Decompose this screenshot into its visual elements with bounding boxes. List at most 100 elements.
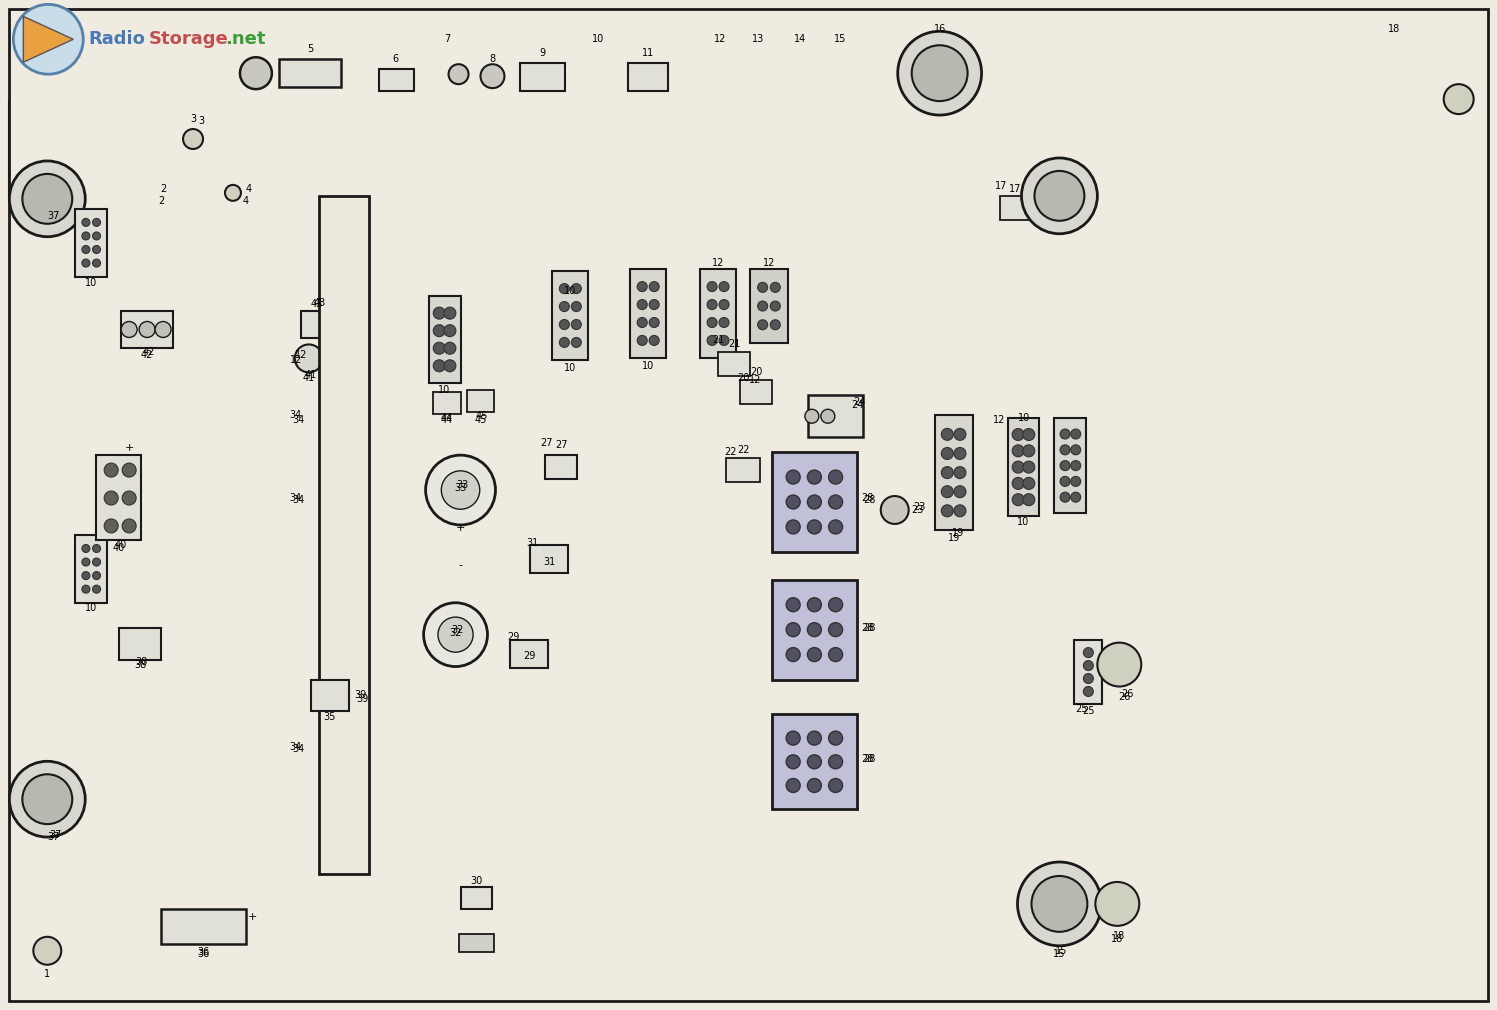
Text: 2: 2: [160, 184, 166, 194]
Circle shape: [1018, 862, 1102, 945]
Circle shape: [771, 283, 780, 292]
Circle shape: [295, 344, 323, 373]
Text: 2: 2: [159, 196, 165, 206]
Bar: [467, 390, 494, 412]
Circle shape: [560, 319, 569, 329]
Text: 26: 26: [1121, 690, 1133, 700]
Circle shape: [807, 731, 822, 745]
Bar: [521, 64, 566, 91]
Circle shape: [560, 302, 569, 311]
Text: 25: 25: [1075, 704, 1088, 714]
Bar: [552, 271, 588, 361]
Circle shape: [1012, 428, 1024, 440]
Text: 23: 23: [913, 502, 925, 512]
Circle shape: [942, 447, 954, 460]
Text: 11: 11: [642, 48, 654, 59]
Text: .net: .net: [225, 30, 265, 48]
Text: 22: 22: [723, 447, 737, 458]
Bar: [458, 934, 494, 951]
Text: 19: 19: [952, 528, 964, 538]
Circle shape: [1084, 661, 1093, 671]
Text: 12: 12: [763, 258, 775, 268]
Circle shape: [650, 300, 659, 309]
Bar: [379, 70, 413, 91]
Circle shape: [829, 520, 843, 534]
Text: 39: 39: [355, 691, 367, 701]
Circle shape: [707, 300, 717, 309]
Text: 37: 37: [46, 211, 60, 221]
Bar: [433, 392, 461, 414]
Text: 10: 10: [593, 34, 605, 44]
Text: 39: 39: [356, 695, 368, 704]
Circle shape: [638, 300, 647, 309]
Text: 5: 5: [307, 44, 313, 55]
Circle shape: [786, 520, 801, 534]
Text: 12: 12: [289, 356, 302, 366]
Circle shape: [942, 505, 954, 517]
Text: 24: 24: [852, 400, 864, 410]
Text: 32: 32: [452, 624, 464, 634]
Circle shape: [786, 470, 801, 484]
Circle shape: [433, 342, 445, 355]
Bar: [545, 456, 578, 479]
Circle shape: [807, 470, 822, 484]
Circle shape: [707, 282, 717, 292]
Circle shape: [805, 409, 819, 423]
Text: 21: 21: [728, 339, 740, 349]
Text: 20: 20: [750, 368, 762, 378]
Circle shape: [1070, 461, 1081, 471]
Circle shape: [123, 464, 136, 477]
Text: 10: 10: [564, 364, 576, 374]
Text: 18: 18: [1388, 24, 1400, 34]
Circle shape: [912, 45, 967, 101]
Text: 43: 43: [314, 298, 326, 308]
Circle shape: [638, 282, 647, 292]
Circle shape: [1022, 494, 1034, 506]
Text: 34: 34: [293, 415, 305, 425]
Bar: [630, 269, 666, 359]
Circle shape: [1022, 444, 1034, 457]
Bar: [301, 310, 338, 338]
Circle shape: [719, 282, 729, 292]
Text: Radio: Radio: [88, 30, 145, 48]
Circle shape: [786, 598, 801, 612]
Circle shape: [807, 754, 822, 769]
Circle shape: [954, 505, 966, 517]
Bar: [461, 887, 493, 909]
Circle shape: [560, 337, 569, 347]
Bar: [934, 415, 973, 530]
Text: 26: 26: [1118, 693, 1130, 703]
Text: 41: 41: [305, 371, 317, 381]
Text: 28: 28: [862, 622, 874, 632]
Bar: [772, 580, 856, 680]
Bar: [1007, 418, 1039, 516]
Text: 3: 3: [190, 114, 196, 124]
Text: 15: 15: [1055, 945, 1067, 955]
Text: 15: 15: [834, 34, 846, 44]
Circle shape: [829, 647, 843, 662]
Circle shape: [123, 519, 136, 533]
Text: 10: 10: [85, 603, 97, 613]
Circle shape: [105, 519, 118, 533]
Circle shape: [445, 307, 457, 319]
Text: 10: 10: [85, 278, 97, 288]
Bar: [75, 535, 108, 603]
Bar: [772, 452, 856, 551]
Circle shape: [829, 754, 843, 769]
Text: +: +: [249, 912, 257, 922]
Circle shape: [82, 559, 90, 566]
Text: 28: 28: [864, 622, 876, 632]
Circle shape: [707, 335, 717, 345]
Text: +: +: [124, 443, 133, 453]
Circle shape: [445, 342, 457, 355]
Bar: [278, 60, 341, 87]
Circle shape: [829, 598, 843, 612]
Text: 32: 32: [449, 627, 461, 637]
Circle shape: [807, 495, 822, 509]
Circle shape: [757, 301, 768, 311]
Circle shape: [1012, 444, 1024, 457]
Circle shape: [93, 232, 100, 240]
Circle shape: [757, 283, 768, 292]
Text: -: -: [458, 560, 463, 570]
Circle shape: [93, 245, 100, 254]
